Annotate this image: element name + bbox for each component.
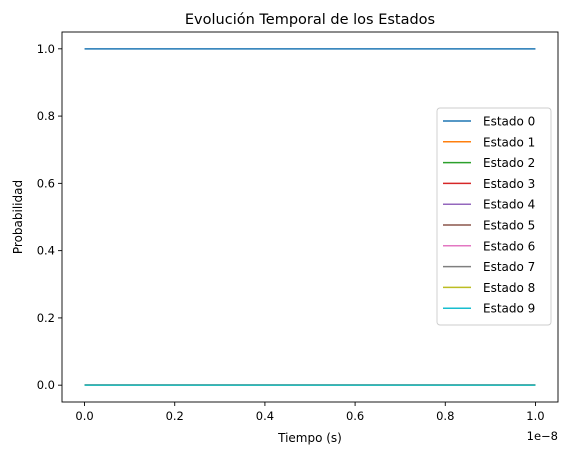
chart-title: Evolución Temporal de los Estados — [185, 12, 435, 28]
y-tick-label: 0.4 — [37, 244, 55, 258]
x-tick-label: 0.0 — [75, 409, 93, 423]
legend-label-9: Estado 9 — [483, 302, 535, 316]
x-tick-label: 0.6 — [346, 409, 364, 423]
axes-frame — [61, 31, 559, 403]
legend-label-8: Estado 8 — [483, 281, 535, 295]
legend-label-2: Estado 2 — [483, 156, 535, 170]
legend: Estado 0 Estado 1 Estado 2 Estado 3 Estado 4… — [436, 107, 552, 326]
legend-label-3: Estado 3 — [483, 177, 535, 191]
x-tick-label: 0.2 — [166, 409, 184, 423]
x-tick-label: 0.8 — [436, 409, 454, 423]
legend-label-1: Estado 1 — [483, 135, 535, 149]
y-axis-ticks: 0.0 0.2 0.4 0.6 0.8 1.0 — [37, 42, 62, 392]
series-layer — [84, 48, 536, 386]
x-tick-label: 0.4 — [256, 409, 274, 423]
y-tick-label: 1.0 — [37, 42, 55, 56]
y-tick-label: 0.8 — [37, 109, 55, 123]
legend-label-0: Estado 0 — [483, 115, 535, 129]
legend-label-6: Estado 6 — [483, 239, 535, 253]
y-tick-label: 0.2 — [37, 311, 55, 325]
x-tick-label: 1.0 — [526, 409, 544, 423]
legend-items: Estado 0 Estado 1 Estado 2 Estado 3 Estado 4… — [443, 115, 535, 316]
x-axis-ticks: 0.0 0.2 0.4 0.6 0.8 1.0 — [75, 402, 545, 423]
legend-label-7: Estado 7 — [483, 260, 535, 274]
x-axis-offset-label: 1e−8 — [527, 429, 558, 443]
y-tick-label: 0.6 — [37, 176, 55, 190]
y-axis-label: Probabilidad — [11, 180, 25, 254]
x-axis-label: Tiempo (s) — [277, 431, 342, 445]
y-tick-label: 0.0 — [37, 378, 55, 392]
legend-label-5: Estado 5 — [483, 219, 535, 233]
legend-label-4: Estado 4 — [483, 198, 535, 212]
